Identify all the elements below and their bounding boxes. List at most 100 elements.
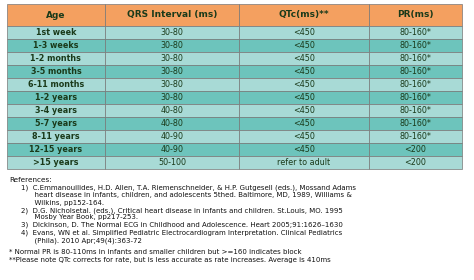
Bar — [105, 65, 239, 78]
Text: PR(ms): PR(ms) — [397, 10, 434, 20]
Text: * Normal PR is 80-110ms in infants and smaller children but >=160 indicates bloc: * Normal PR is 80-110ms in infants and s… — [9, 249, 301, 255]
Text: 40-90: 40-90 — [160, 145, 183, 154]
Text: 5-7 years: 5-7 years — [35, 119, 77, 128]
Bar — [369, 78, 462, 91]
Text: 8-11 years: 8-11 years — [32, 132, 80, 141]
Text: refer to adult: refer to adult — [277, 158, 330, 167]
Bar — [105, 78, 239, 91]
Bar — [7, 26, 105, 39]
Bar — [105, 117, 239, 130]
Text: <200: <200 — [404, 145, 426, 154]
Bar — [7, 4, 105, 26]
Bar — [239, 143, 369, 156]
Text: <450: <450 — [293, 106, 315, 115]
Bar — [105, 143, 239, 156]
Text: <450: <450 — [293, 145, 315, 154]
Text: <450: <450 — [293, 132, 315, 141]
Text: 80-160*: 80-160* — [400, 132, 431, 141]
Text: 12-15 years: 12-15 years — [29, 145, 82, 154]
Bar — [7, 104, 105, 117]
Bar — [7, 156, 105, 169]
Text: 80-160*: 80-160* — [400, 41, 431, 50]
Bar — [369, 130, 462, 143]
Text: <450: <450 — [293, 28, 315, 37]
Text: 80-160*: 80-160* — [400, 80, 431, 89]
Bar — [239, 65, 369, 78]
Text: 1-2 months: 1-2 months — [30, 54, 82, 63]
Text: 3-5 months: 3-5 months — [30, 67, 81, 76]
Text: 1st week: 1st week — [36, 28, 76, 37]
Bar — [7, 78, 105, 91]
Bar — [105, 39, 239, 52]
Bar — [105, 104, 239, 117]
Bar — [369, 143, 462, 156]
Text: <450: <450 — [293, 54, 315, 63]
Bar — [7, 39, 105, 52]
Text: QTc(ms)**: QTc(ms)** — [279, 10, 329, 20]
Text: heart disease in infants, children, and adolescents 5thed. Baltimore, MD, 1989, : heart disease in infants, children, and … — [21, 192, 352, 198]
Text: <450: <450 — [293, 119, 315, 128]
Text: Mosby Year Book, pp217-253.: Mosby Year Book, pp217-253. — [21, 214, 138, 221]
Text: <450: <450 — [293, 41, 315, 50]
Text: 30-80: 30-80 — [161, 28, 183, 37]
Text: 3-4 years: 3-4 years — [35, 106, 77, 115]
Bar — [105, 52, 239, 65]
Bar — [7, 117, 105, 130]
Text: Wilkins, pp152-164.: Wilkins, pp152-164. — [21, 199, 104, 206]
Text: 30-80: 30-80 — [161, 67, 183, 76]
Bar — [239, 26, 369, 39]
Bar — [369, 65, 462, 78]
Text: 80-160*: 80-160* — [400, 93, 431, 102]
Text: 40-90: 40-90 — [160, 132, 183, 141]
Text: 1-2 years: 1-2 years — [35, 93, 77, 102]
Text: 40-80: 40-80 — [161, 119, 183, 128]
Text: QRS Interval (ms): QRS Interval (ms) — [127, 10, 217, 20]
Bar — [7, 143, 105, 156]
Bar — [239, 156, 369, 169]
Bar — [239, 52, 369, 65]
Text: <200: <200 — [404, 158, 426, 167]
Text: 30-80: 30-80 — [161, 93, 183, 102]
Bar — [7, 91, 105, 104]
Bar — [369, 117, 462, 130]
Text: 80-160*: 80-160* — [400, 106, 431, 115]
Text: 4)  Evans, WN et al. Simplified Pediatric Electrocardiogram Interpretation. Clin: 4) Evans, WN et al. Simplified Pediatric… — [21, 230, 342, 236]
Text: 1-3 weeks: 1-3 weeks — [33, 41, 79, 50]
Bar — [239, 130, 369, 143]
Text: <450: <450 — [293, 67, 315, 76]
Bar — [105, 130, 239, 143]
Text: 30-80: 30-80 — [161, 54, 183, 63]
Text: <450: <450 — [293, 80, 315, 89]
Bar — [105, 26, 239, 39]
Text: <450: <450 — [293, 93, 315, 102]
Bar — [369, 91, 462, 104]
Text: 80-160*: 80-160* — [400, 67, 431, 76]
Bar — [7, 52, 105, 65]
Text: 80-160*: 80-160* — [400, 119, 431, 128]
Bar — [239, 91, 369, 104]
Text: References:: References: — [9, 177, 52, 183]
Bar — [7, 65, 105, 78]
Bar — [105, 156, 239, 169]
Text: 3)  Dickinson, D. The Normal ECG in Childhood and Adolescence. Heart 2005;91:162: 3) Dickinson, D. The Normal ECG in Child… — [21, 222, 343, 228]
Bar — [105, 91, 239, 104]
Text: Age: Age — [46, 10, 66, 20]
Bar — [105, 4, 239, 26]
Text: 1)  C.Emmanouilides, H.D. Allen, T.A. Riemenschneider, & H.P. Gutgesell (eds.), : 1) C.Emmanouilides, H.D. Allen, T.A. Rie… — [21, 185, 356, 191]
Bar — [369, 52, 462, 65]
Text: 50-100: 50-100 — [158, 158, 186, 167]
Text: (Phila). 2010 Apr;49(4):363-72: (Phila). 2010 Apr;49(4):363-72 — [21, 237, 142, 244]
Bar — [239, 117, 369, 130]
Text: 6-11 months: 6-11 months — [28, 80, 84, 89]
Bar — [239, 4, 369, 26]
Bar — [239, 104, 369, 117]
Text: 80-160*: 80-160* — [400, 54, 431, 63]
Text: 30-80: 30-80 — [161, 80, 183, 89]
Bar — [7, 130, 105, 143]
Bar — [369, 4, 462, 26]
Bar — [239, 39, 369, 52]
Text: >15 years: >15 years — [33, 158, 79, 167]
Text: 40-80: 40-80 — [161, 106, 183, 115]
Bar — [369, 156, 462, 169]
Text: 2)  D.G. Nicholsetal. (eds.), Critical heart disease in infants and children. St: 2) D.G. Nicholsetal. (eds.), Critical he… — [21, 207, 343, 213]
